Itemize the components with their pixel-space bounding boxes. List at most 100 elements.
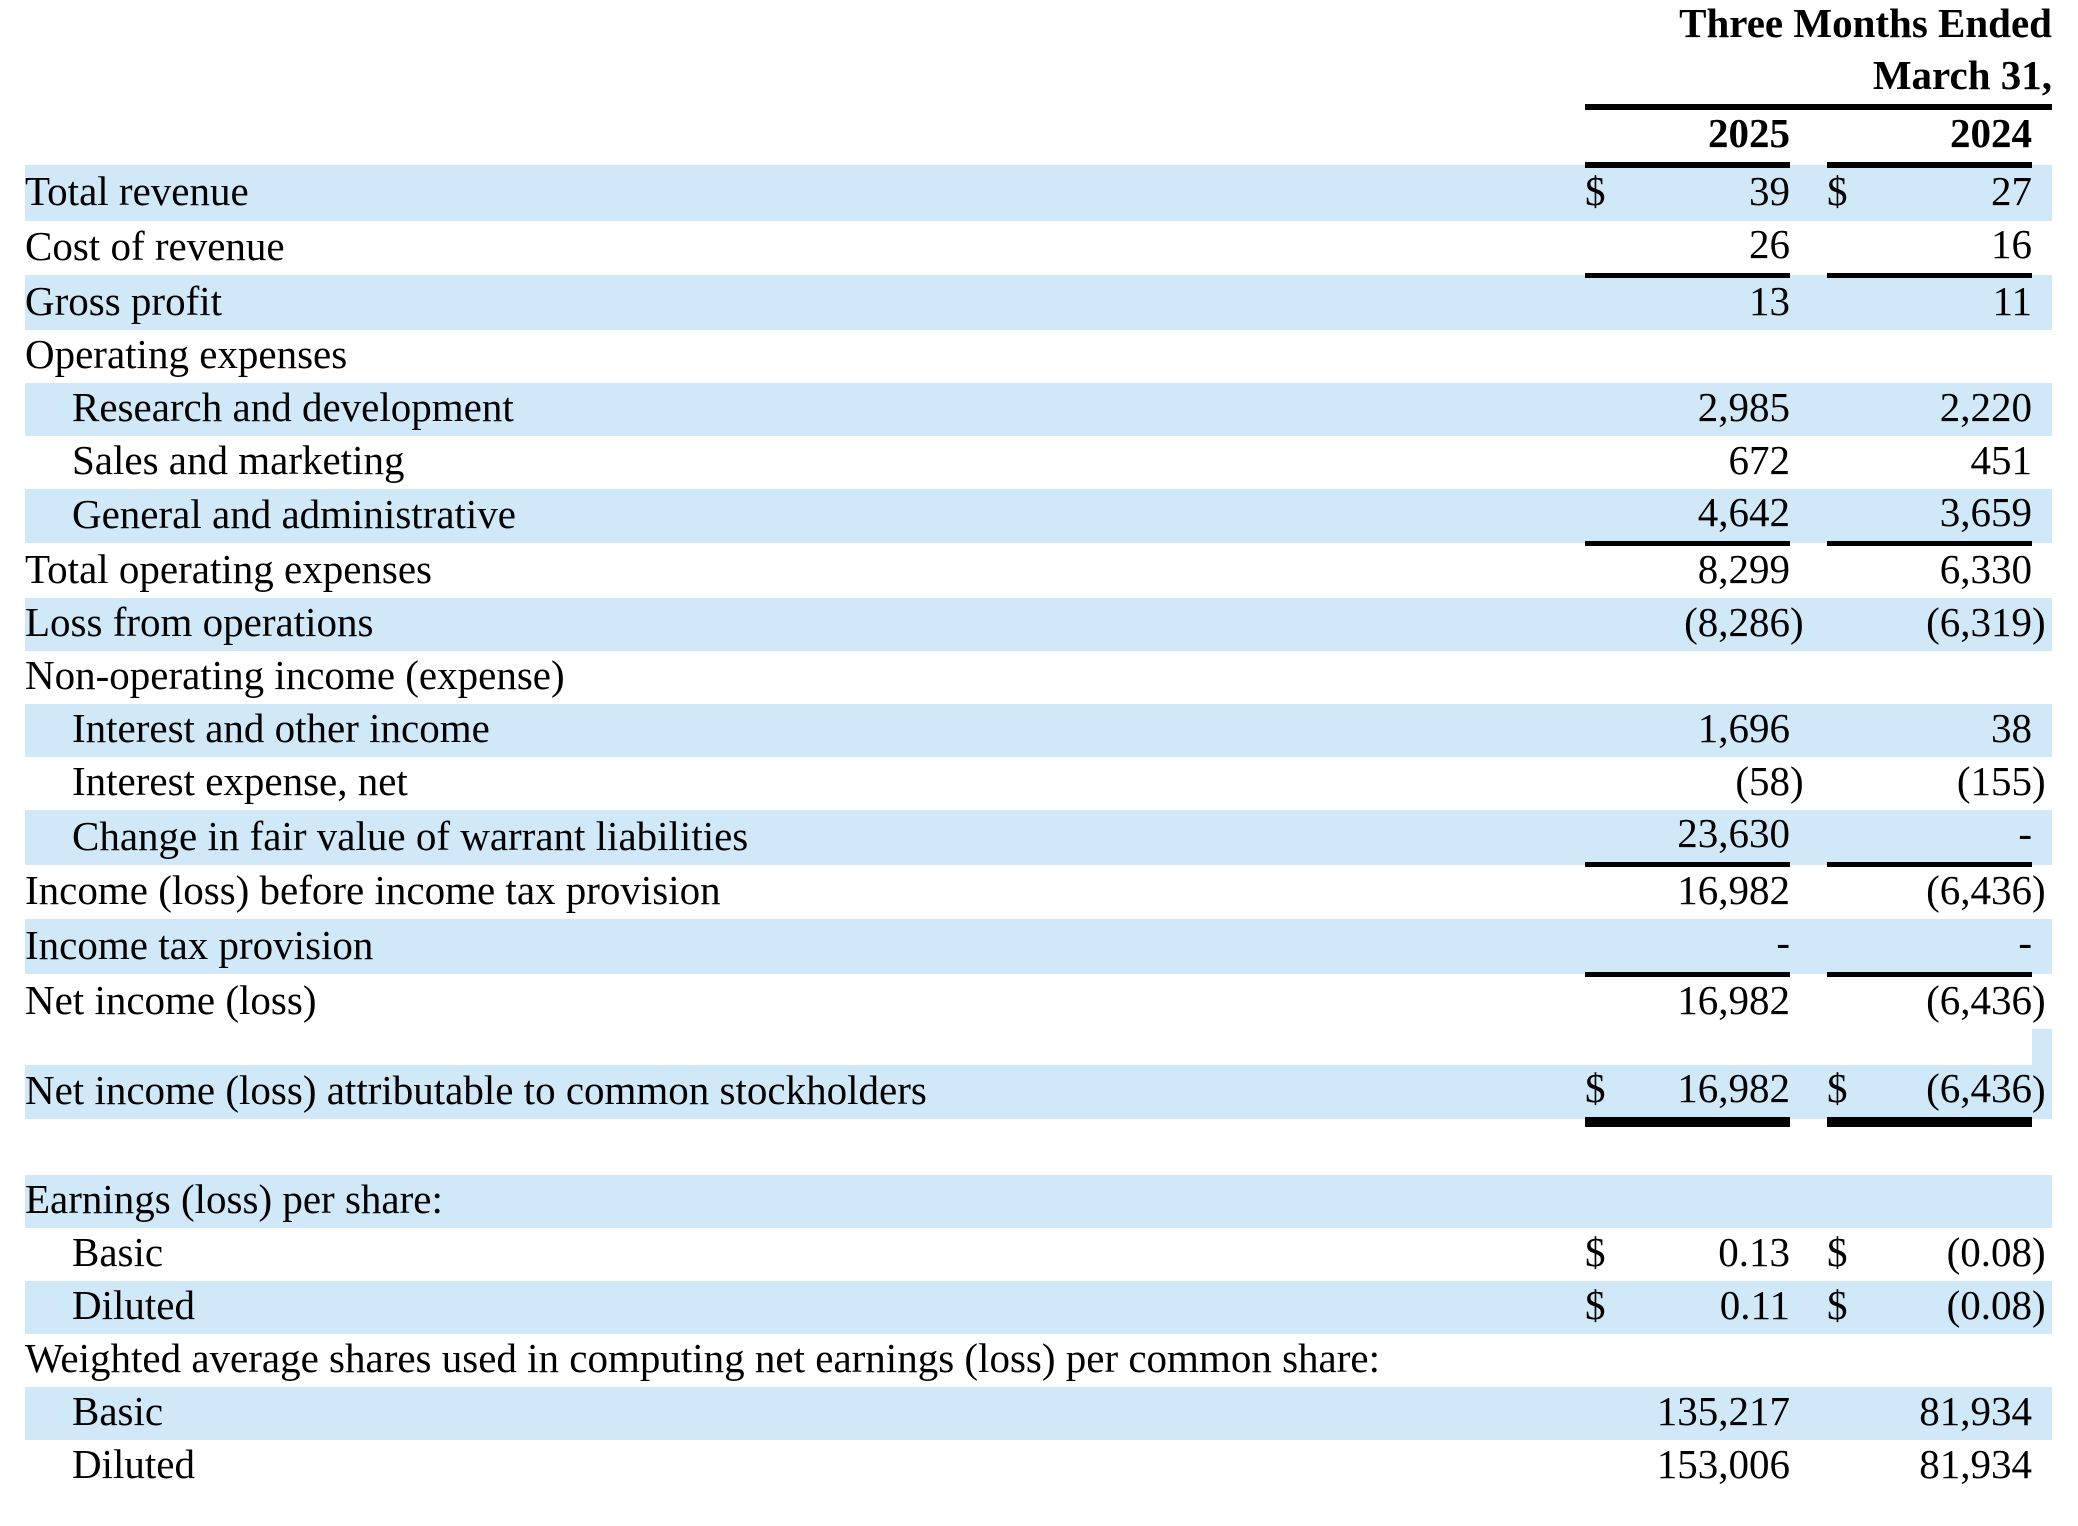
- paren-overflow: [1790, 221, 1812, 276]
- value-2025: (8,286: [1633, 598, 1790, 652]
- currency-symbol: [1585, 974, 1633, 1029]
- spacer-cell: [1875, 1119, 2032, 1175]
- column-gap: [1812, 1228, 1827, 1281]
- paren-overflow: [2032, 651, 2052, 704]
- paren-overflow: [2032, 330, 2052, 383]
- currency-symbol: [1827, 382, 1875, 436]
- paren-overflow: [2032, 1387, 2052, 1441]
- currency-symbol: [1827, 974, 1875, 1029]
- period-header-row: Three Months Ended: [25, 0, 2052, 52]
- currency-symbol: $: [1585, 1229, 1606, 1276]
- currency-symbol: [1827, 543, 1875, 598]
- paren-overflow: [1790, 165, 1812, 221]
- row-label: Basic: [72, 1229, 164, 1276]
- value-2025: 26: [1633, 220, 1790, 278]
- value-2024: 16: [1875, 220, 2032, 278]
- value-2025: 23,630: [1633, 810, 1790, 868]
- paren-overflow: [2032, 1175, 2052, 1229]
- paren-overflow: [1790, 1281, 1812, 1335]
- currency-symbol: [1827, 488, 1875, 546]
- table-row: Income tax provision - -: [25, 919, 2052, 977]
- table-row: Research and development 2,985 2,220: [25, 382, 2052, 436]
- paren-overflow: ): [2032, 867, 2046, 914]
- value-2024: 451: [1970, 436, 2033, 483]
- period-subheader: March 31,: [1585, 52, 2052, 111]
- currency-symbol: $: [1585, 165, 1633, 221]
- table-row: Total operating expenses 8,299 6,330: [25, 543, 2052, 598]
- value-2025: -: [1633, 919, 1790, 977]
- value-2025: [1633, 651, 1790, 704]
- value-2024: (0.08: [1946, 1229, 2032, 1276]
- spacer-row: [25, 1028, 2052, 1065]
- currency-symbol: $: [1585, 1281, 1633, 1335]
- spacer-row: [25, 1119, 2052, 1175]
- row-label: Weighted average shares used in computin…: [25, 1335, 1380, 1382]
- paren-overflow: ): [2032, 1064, 2052, 1120]
- currency-symbol: [1827, 220, 1875, 278]
- column-gap: [1812, 275, 1827, 330]
- paren-overflow: [2032, 919, 2052, 975]
- currency-symbol: [1585, 382, 1633, 436]
- table-row: Diluted 153,006 81,934: [25, 1440, 2052, 1493]
- row-label: Cost of revenue: [25, 223, 285, 270]
- value-2024: [1875, 651, 2032, 704]
- currency-symbol: [1585, 651, 1633, 704]
- paren-overflow: [1790, 865, 1812, 920]
- paren-overflow: [2032, 1440, 2052, 1493]
- row-label: Change in fair value of warrant liabilit…: [25, 810, 1585, 865]
- row-label: Net income (loss): [25, 976, 317, 1023]
- column-header-2024: 2024: [1827, 107, 2032, 169]
- currency-symbol: [1585, 1440, 1633, 1493]
- paren-overflow: ): [2032, 598, 2052, 652]
- currency-symbol: [1585, 436, 1633, 489]
- currency-symbol: [1827, 1387, 1875, 1441]
- paren-overflow: [1790, 1175, 1812, 1229]
- value-2025: 8,299: [1697, 545, 1790, 592]
- row-label: General and administrative: [25, 488, 1585, 544]
- year-header-row: 2025 2024: [25, 107, 2052, 169]
- column-gap: [1812, 1175, 1827, 1229]
- column-gap: [1812, 1440, 1827, 1493]
- currency-symbol: [1585, 919, 1633, 977]
- value-2025: 16,982: [1633, 1064, 1790, 1127]
- row-label: Income tax provision: [25, 919, 1585, 975]
- column-gap: [1812, 1281, 1827, 1335]
- spacer-cell: [1827, 1119, 1875, 1175]
- column-gap: [1812, 651, 1827, 704]
- value-2024: [1875, 330, 2032, 383]
- spacer-cell: [2032, 1119, 2052, 1175]
- period-subheader-row: March 31,: [25, 52, 2052, 111]
- column-header-2025: 2025: [1585, 107, 1790, 169]
- paren-overflow: ): [1790, 598, 1812, 652]
- column-gap: [1812, 221, 1827, 276]
- spacer-cell: [1875, 1029, 2032, 1065]
- table-row: Cost of revenue 26 16: [25, 220, 2052, 278]
- paren-overflow: [1790, 810, 1812, 865]
- table-row: Diluted $0.11 $ (0.08): [25, 1281, 2052, 1335]
- spacer-cell: [25, 1119, 1585, 1175]
- paren-overflow: [1790, 919, 1812, 975]
- currency-symbol: [1585, 1387, 1633, 1441]
- paren-overflow: [2032, 382, 2052, 436]
- paren-overflow: [1790, 1334, 1812, 1387]
- value-2024: (6,319: [1875, 598, 2032, 652]
- table-row: Basic $0.13 $ (0.08): [25, 1228, 2052, 1281]
- value-2024: 27: [1875, 165, 2032, 221]
- currency-symbol: [1585, 704, 1633, 758]
- paren-overflow: [2032, 704, 2052, 758]
- table-row: General and administrative 4,642 3,659: [25, 488, 2052, 546]
- currency-symbol: [1827, 1175, 1875, 1229]
- table-row: Interest expense, net (58) (155): [25, 757, 2052, 810]
- value-2025: 135,217: [1633, 1387, 1790, 1441]
- paren-overflow: [1790, 651, 1812, 704]
- paren-overflow: [2032, 275, 2052, 330]
- spacer-cell: [1585, 1119, 1633, 1175]
- row-label: Diluted: [25, 1281, 1585, 1335]
- value-2024: 81,934: [1919, 1441, 2032, 1488]
- row-label: Operating expenses: [25, 330, 348, 377]
- column-gap: [1812, 598, 1827, 652]
- column-gap: [1812, 919, 1827, 975]
- spacer-cell: [1633, 1119, 1790, 1175]
- value-2025: 0.13: [1718, 1229, 1790, 1276]
